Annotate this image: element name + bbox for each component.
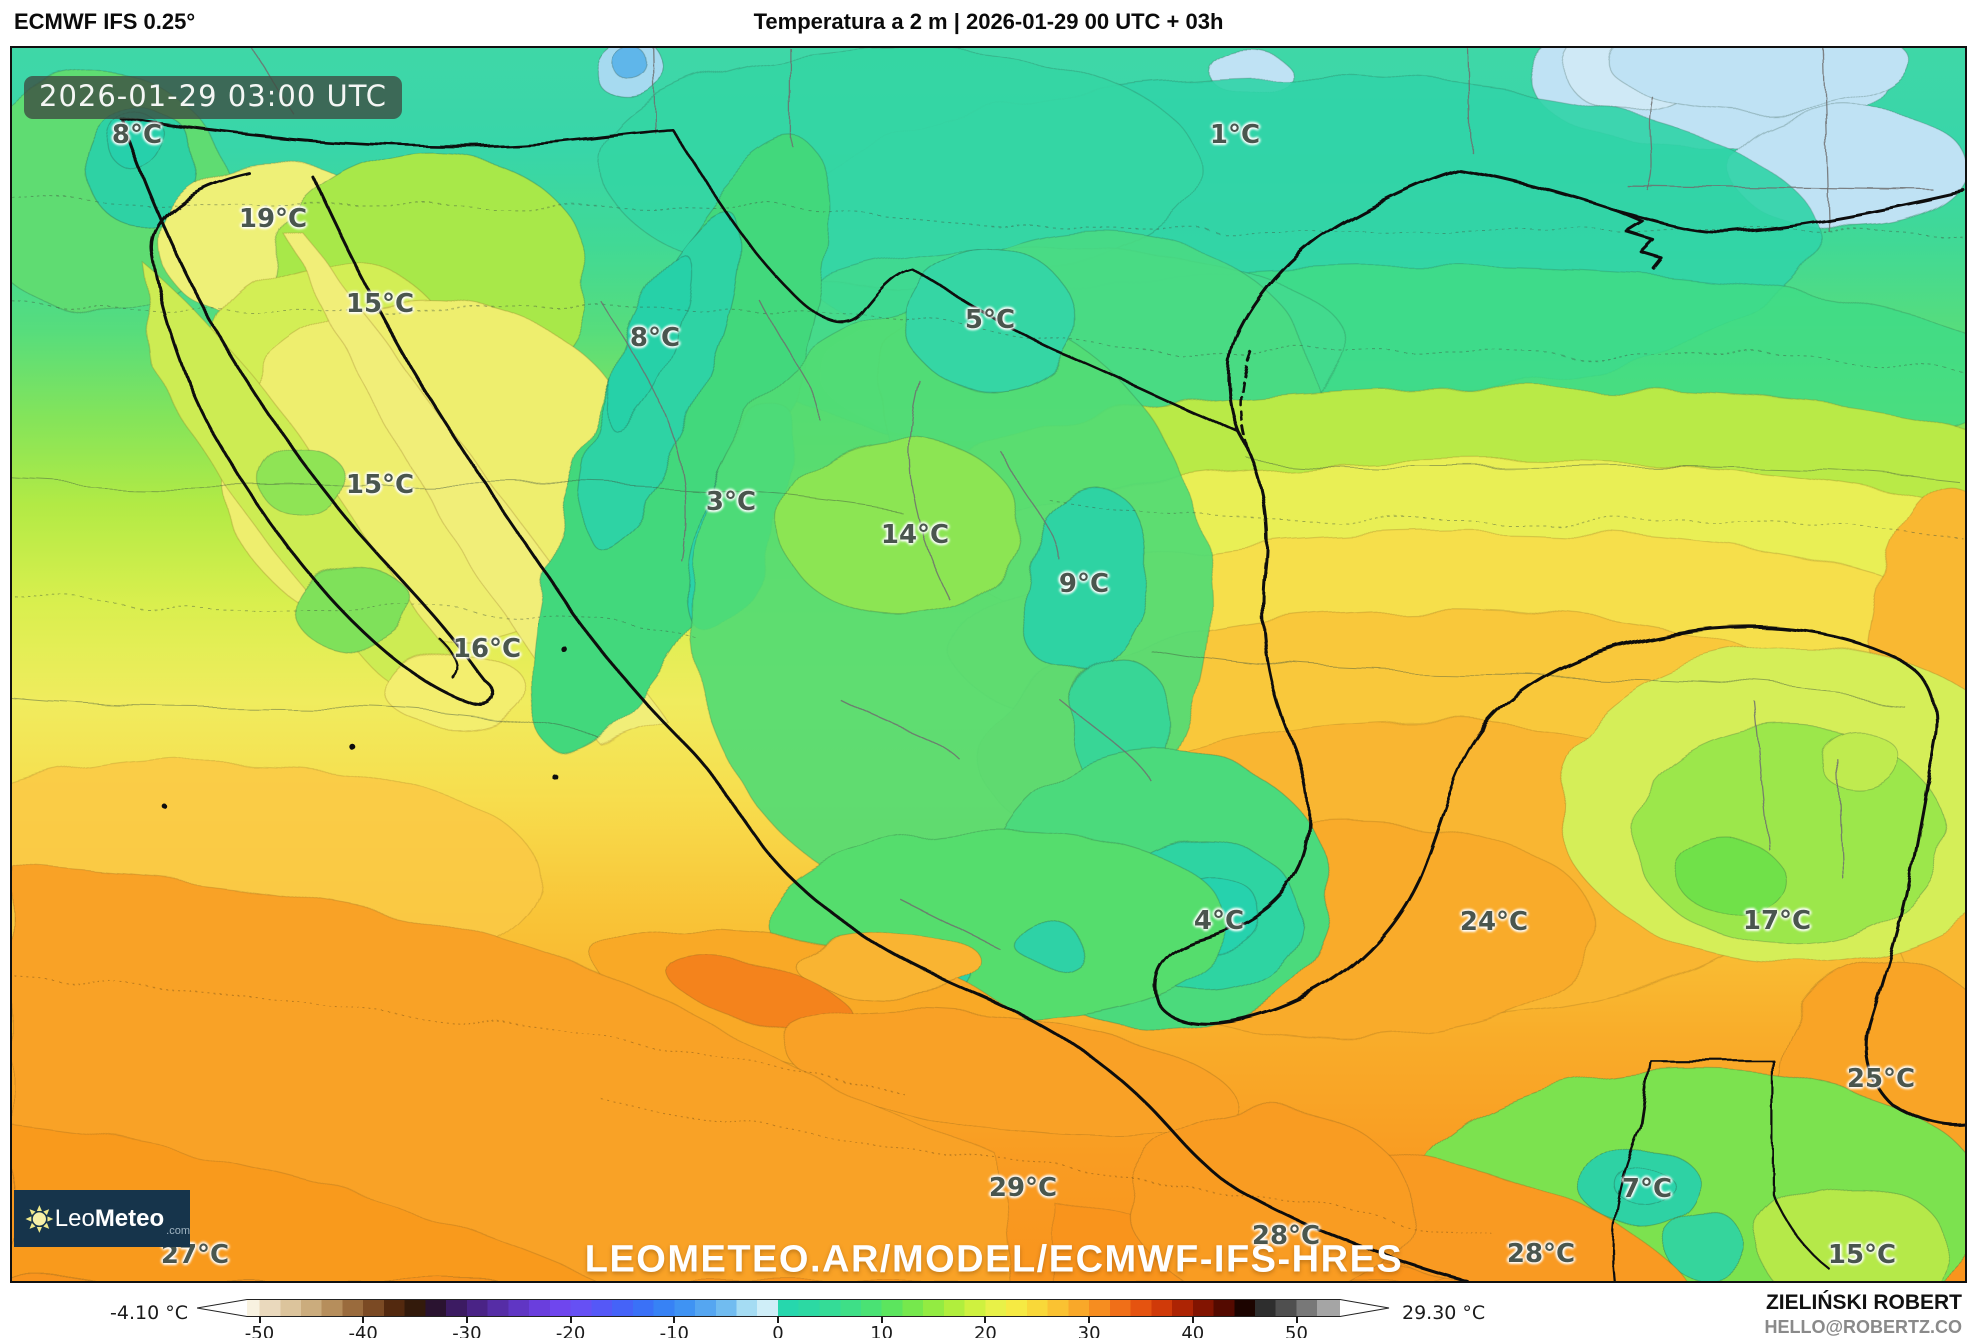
page-title: Temperatura a 2 m | 2026-01-29 00 UTC + … bbox=[753, 9, 1224, 34]
colorbar: -50 -40 -30 -20 -10 0 10 20 30 40 50 bbox=[197, 1299, 1390, 1338]
temp-label: 17°C bbox=[1742, 906, 1812, 936]
temp-label: 5°C bbox=[964, 305, 1016, 335]
colorbar-tick bbox=[258, 1316, 261, 1323]
temperature-map: 2026-01-29 03:00 UTC 8°C 19°C 15°C 1°C 5°C 8°… bbox=[10, 46, 1967, 1283]
model-title: ECMWF IFS 0.25° bbox=[14, 9, 196, 34]
temp-label: 29°C bbox=[988, 1173, 1058, 1203]
temp-label: 15°C bbox=[345, 470, 415, 500]
colorbar-min-label: -4.10 °C bbox=[110, 1302, 188, 1324]
colorbar-tick bbox=[1088, 1316, 1091, 1323]
temp-label: 8°C bbox=[111, 120, 163, 150]
logo-text-light: Leo bbox=[54, 1204, 95, 1232]
colorbar-tick-label: 10 bbox=[870, 1323, 894, 1338]
colorbar-tick bbox=[880, 1316, 883, 1323]
timestamp-badge: 2026-01-29 03:00 UTC bbox=[24, 76, 403, 119]
colorbar-tick bbox=[777, 1316, 779, 1323]
colorbar-tick-label: -20 bbox=[555, 1323, 586, 1338]
colorbar-tick-label: 50 bbox=[1285, 1323, 1308, 1338]
colorbar-tick bbox=[1191, 1316, 1194, 1323]
colorbar-tick bbox=[673, 1316, 676, 1323]
temp-label: 3°C bbox=[705, 487, 757, 517]
colorbar-tick-label: 0 bbox=[772, 1323, 784, 1338]
temp-label: 15°C bbox=[1827, 1240, 1897, 1270]
colorbar-tick-label: 30 bbox=[1077, 1323, 1101, 1338]
colorbar-tick bbox=[362, 1316, 365, 1323]
temperature-field-graphic bbox=[12, 48, 1965, 1281]
logo-text-bold: Meteo bbox=[94, 1204, 165, 1232]
temp-label: 24°C bbox=[1459, 907, 1529, 937]
colorbar-max-label: 29.30 °C bbox=[1402, 1302, 1486, 1324]
colorbar-tick-label: -30 bbox=[452, 1323, 482, 1338]
temp-label: 19°C bbox=[238, 204, 308, 234]
colorbar-tick-label: 40 bbox=[1181, 1323, 1205, 1338]
temp-label: 25°C bbox=[1846, 1064, 1916, 1094]
temp-label: 15°C bbox=[345, 289, 415, 319]
temp-label: 7°C bbox=[1621, 1174, 1673, 1204]
colorbar-tick-label: -50 bbox=[244, 1323, 275, 1338]
coastlines bbox=[118, 116, 1965, 1281]
temp-label: 28°C bbox=[1251, 1221, 1321, 1251]
sun-icon bbox=[25, 1204, 54, 1233]
contour-lines bbox=[12, 197, 1965, 1239]
colorbar-tick bbox=[984, 1316, 987, 1323]
credit-author: ZIELIŃSKI ROBERT bbox=[1765, 1291, 1962, 1314]
temp-label: 16°C bbox=[452, 634, 522, 664]
temp-label: 14°C bbox=[880, 520, 950, 550]
leometeo-logo: LeoMeteo .com bbox=[14, 1190, 190, 1247]
colorbar-tick-label: -10 bbox=[659, 1323, 689, 1338]
credit-email: HELLO@ROBERTZ.CO bbox=[1764, 1317, 1962, 1337]
temperature-regions bbox=[12, 48, 1965, 1281]
logo-domain-suffix: .com bbox=[166, 1225, 190, 1237]
temp-label: 4°C bbox=[1193, 906, 1245, 936]
temp-label: 8°C bbox=[629, 323, 681, 353]
colorbar-gradient bbox=[197, 1299, 1390, 1317]
colorbar-tick-label: -40 bbox=[348, 1323, 378, 1338]
colorbar-tick bbox=[569, 1316, 572, 1323]
colorbar-tick bbox=[1295, 1316, 1298, 1323]
temp-label: 1°C bbox=[1209, 120, 1261, 150]
colorbar-tick bbox=[465, 1316, 468, 1323]
temp-label: 28°C bbox=[1506, 1239, 1576, 1269]
colorbar-tick-label: 20 bbox=[973, 1323, 997, 1338]
watermark: LEOMETEO.AR/MODEL/ECMWF-IFS-HRES bbox=[584, 1238, 1404, 1281]
logo-text: LeoMeteo bbox=[55, 1205, 164, 1233]
temp-label: 9°C bbox=[1058, 569, 1110, 599]
